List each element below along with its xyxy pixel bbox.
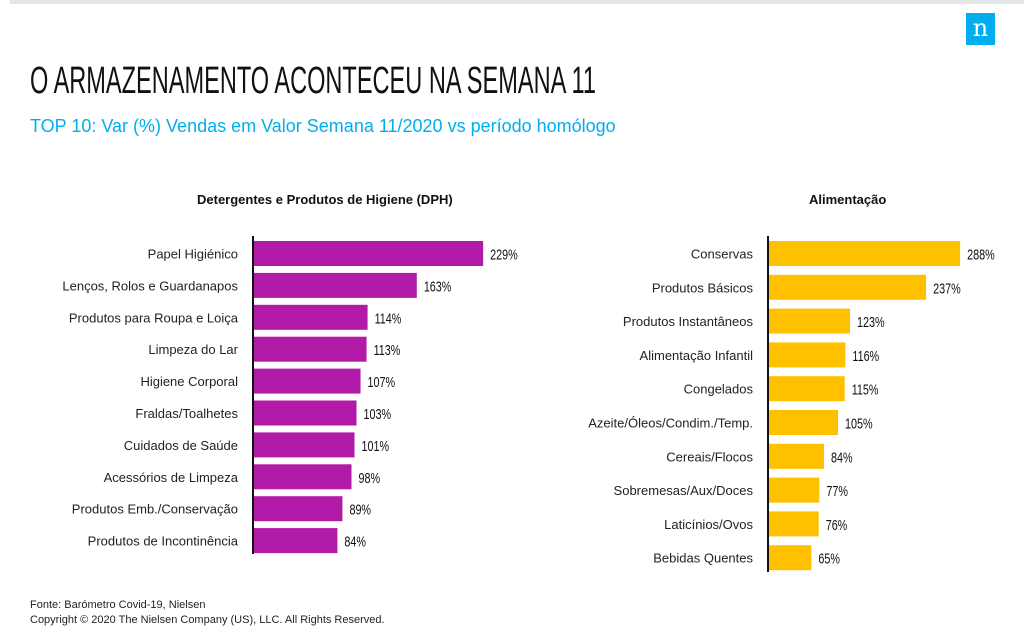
chart-title-dph: Detergentes e Produtos de Higiene (DPH) [197, 192, 453, 207]
bar [253, 272, 417, 298]
bar [768, 410, 839, 435]
chart-title-food: Alimentação [809, 192, 887, 207]
category-label: Alimentação Infantil [640, 348, 754, 363]
bar [253, 400, 357, 426]
category-label: Higiene Corporal [140, 374, 238, 389]
source-note: Fonte: Barómetro Covid-19, Nielsen [30, 599, 206, 611]
category-label: Lenços, Rolos e Guardanapos [62, 278, 238, 293]
top-divider [10, 0, 1024, 4]
value-label: 116% [852, 347, 879, 364]
category-label: Conservas [691, 247, 754, 262]
category-label: Produtos Instantâneos [623, 314, 754, 329]
category-label: Limpeza do Lar [148, 342, 238, 357]
value-label: 115% [852, 381, 879, 398]
value-label: 123% [857, 313, 885, 330]
value-label: 77% [826, 482, 848, 499]
bar [768, 443, 825, 469]
category-label: Produtos Básicos [652, 280, 754, 295]
bar [768, 545, 812, 571]
page-subtitle: TOP 10: Var (%) Vendas em Valor Semana 1… [30, 116, 616, 136]
bar [768, 376, 845, 402]
copyright: Copyright © 2020 The Nielsen Company (US… [30, 614, 385, 626]
category-label: Fraldas/Toalhetes [135, 406, 238, 421]
category-label: Cereais/Flocos [666, 449, 753, 464]
value-label: 114% [375, 310, 402, 327]
value-label: 101% [362, 437, 390, 454]
value-label: 288% [967, 246, 995, 263]
nielsen-logo: n [966, 13, 995, 45]
category-label: Papel Higiénico [148, 247, 238, 262]
category-label: Cuidados de Saúde [124, 438, 238, 453]
value-label: 89% [349, 501, 371, 518]
category-label: Sobremesas/Aux/Doces [614, 483, 754, 498]
value-label: 103% [364, 405, 392, 422]
bar [253, 496, 343, 522]
bar [253, 528, 338, 554]
category-label: Bebidas Quentes [653, 551, 753, 566]
bar [768, 477, 820, 503]
bar [253, 336, 367, 362]
value-label: 163% [424, 278, 452, 295]
value-label: 229% [490, 246, 518, 263]
bar [253, 432, 355, 458]
value-label: 105% [845, 415, 873, 432]
category-label: Produtos de Incontinência [88, 534, 239, 549]
bar [253, 241, 484, 266]
category-label: Azeite/Óleos/Condim./Temp. [588, 416, 753, 431]
bar [253, 368, 361, 394]
category-label: Congelados [684, 382, 754, 397]
category-label: Produtos para Roupa e Loiça [69, 310, 239, 325]
category-label: Laticínios/Ovos [664, 517, 753, 532]
category-label: Acessórios de Limpeza [104, 470, 239, 485]
value-label: 237% [933, 280, 961, 297]
value-label: 84% [831, 449, 853, 466]
bar [768, 241, 961, 266]
category-label: Produtos Emb./Conservação [72, 502, 238, 517]
bar [768, 274, 927, 300]
value-label: 113% [374, 341, 401, 358]
value-label: 76% [826, 516, 848, 533]
value-label: 65% [818, 550, 840, 567]
bar [253, 304, 368, 330]
bar [768, 342, 846, 368]
value-label: 98% [358, 469, 380, 486]
value-label: 107% [368, 373, 396, 390]
bar [253, 464, 352, 490]
value-label: 84% [344, 533, 366, 550]
bar [768, 511, 819, 537]
bar [768, 308, 851, 334]
page-title: O ARMAZENAMENTO ACONTECEU NA SEMANA 11 [30, 60, 597, 102]
